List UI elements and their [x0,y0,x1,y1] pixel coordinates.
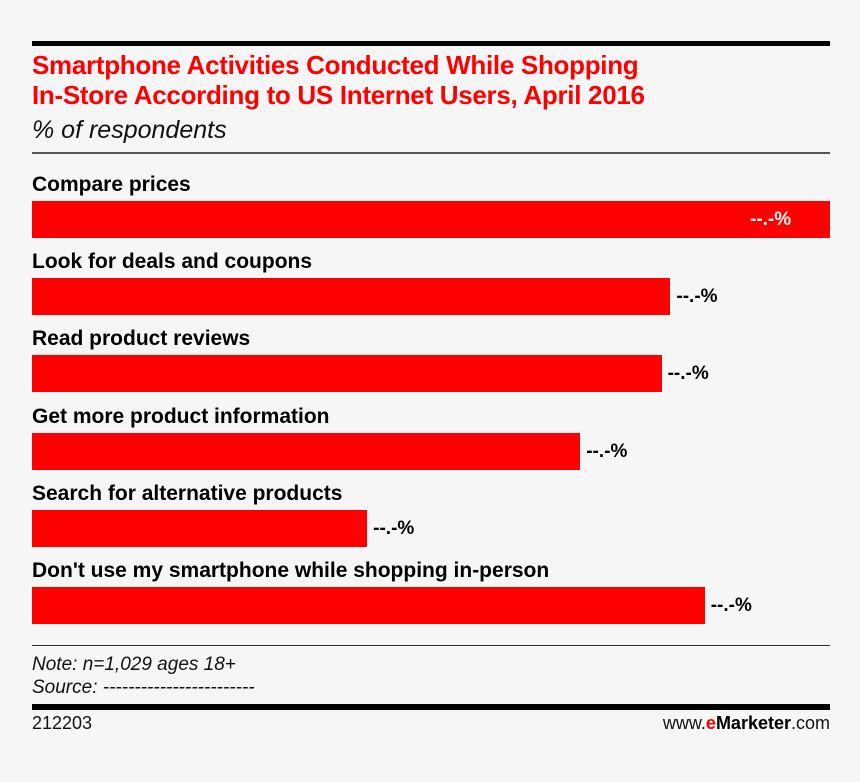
brand-e: e [705,713,716,733]
bar [32,278,671,316]
header-rule [32,152,830,154]
chart-subtitle: % of respondents [32,116,227,144]
brand-name: Marketer [715,713,791,733]
brand-suffix: .com [790,713,830,733]
notes-rule [32,645,830,646]
title-line-1: Smartphone Activities Conducted While Sh… [32,50,639,80]
data-label: --.-% [667,363,709,385]
category-label: Search for alternative products [32,481,343,505]
data-label: --.-% [676,286,718,308]
data-label: --.-% [710,595,752,616]
top-rule [32,41,830,46]
chart-title: Smartphone Activities Conducted While Sh… [32,50,645,110]
title-line-2: In-Store According to US Internet Users,… [32,80,645,110]
category-label: Compare prices [32,173,191,196]
brand-prefix: www. [662,713,706,733]
data-label: --.-% [586,440,628,462]
bar [32,509,368,547]
category-label: Look for deals and coupons [32,250,313,274]
emarketer-logo: www.eMarketer.com [663,713,830,734]
data-label: --.-% [750,209,792,230]
bar [32,355,662,393]
data-label: --.-% [373,517,415,539]
chart-id: 212203 [32,713,93,733]
category-label: Read product reviews [32,327,251,351]
bar [32,432,581,470]
bar [32,201,830,238]
category-label: Get more product information [32,404,330,428]
footer-rule [32,704,830,710]
bar [32,587,705,624]
source-text: Source: ------------------------ [32,677,255,698]
note-text: Note: n=1,029 ages 18+ [32,654,236,675]
category-label: Don't use my smartphone while shopping i… [32,559,550,582]
